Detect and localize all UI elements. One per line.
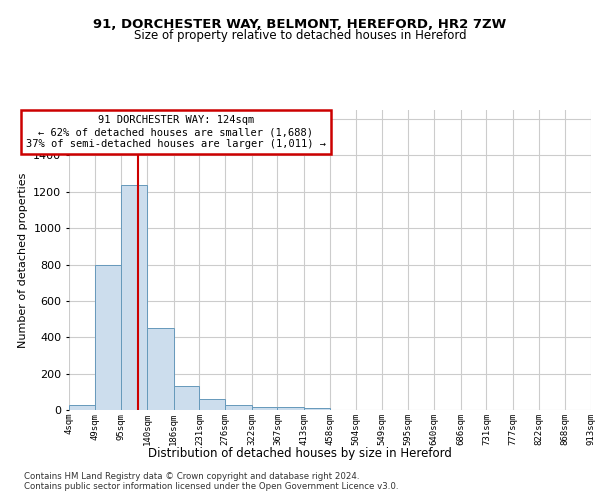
Bar	[121, 184, 147, 410]
Bar	[147, 328, 173, 410]
Bar	[251, 408, 277, 410]
Text: Size of property relative to detached houses in Hereford: Size of property relative to detached ho…	[134, 29, 466, 42]
Y-axis label: Number of detached properties: Number of detached properties	[17, 172, 28, 348]
Bar	[95, 264, 121, 410]
Bar	[173, 386, 199, 410]
Bar	[304, 408, 330, 410]
Bar	[69, 406, 95, 410]
Text: 91, DORCHESTER WAY, BELMONT, HEREFORD, HR2 7ZW: 91, DORCHESTER WAY, BELMONT, HEREFORD, H…	[94, 18, 506, 30]
Bar	[225, 406, 251, 410]
Bar	[277, 408, 304, 410]
Bar	[199, 399, 225, 410]
Text: Contains public sector information licensed under the Open Government Licence v3: Contains public sector information licen…	[24, 482, 398, 491]
Text: Distribution of detached houses by size in Hereford: Distribution of detached houses by size …	[148, 448, 452, 460]
Text: 91 DORCHESTER WAY: 124sqm
← 62% of detached houses are smaller (1,688)
37% of se: 91 DORCHESTER WAY: 124sqm ← 62% of detac…	[26, 116, 326, 148]
Text: Contains HM Land Registry data © Crown copyright and database right 2024.: Contains HM Land Registry data © Crown c…	[24, 472, 359, 481]
